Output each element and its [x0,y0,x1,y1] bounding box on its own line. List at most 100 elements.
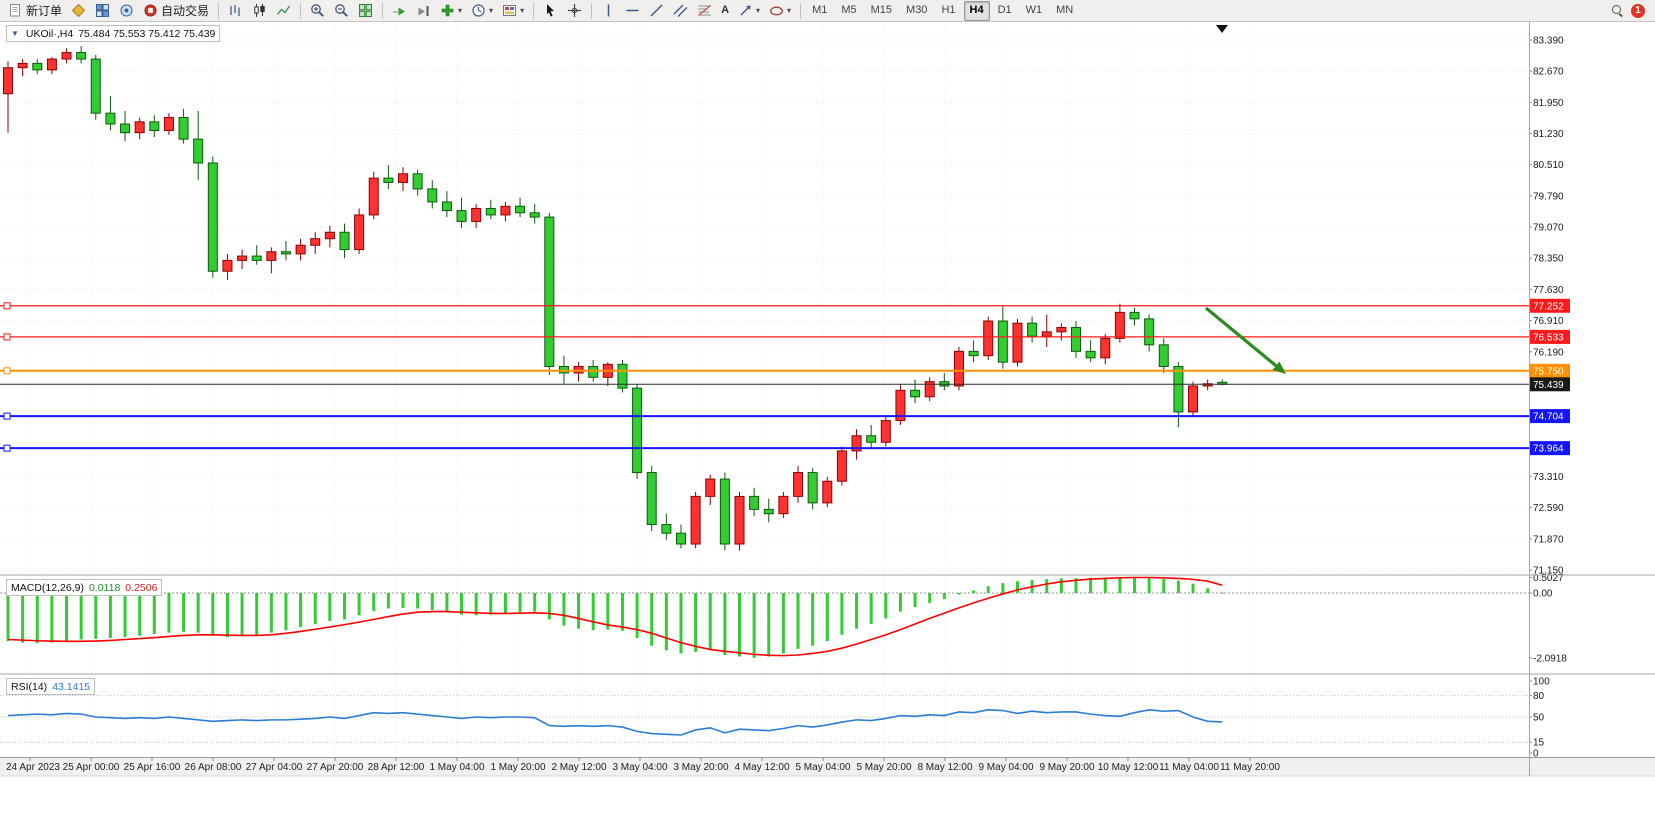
candle-body [544,216,555,367]
templates-button[interactable]: ▾ [498,2,528,20]
macd-histogram-bar [708,593,712,651]
arrows-button[interactable]: ▾ [734,2,764,20]
time-axis-label: 25 Apr 16:00 [124,762,181,773]
timeframe-group: M1 M5 M15 M30 H1 H4 D1 W1 MN [806,0,1079,21]
shapes-button[interactable]: ▾ [765,2,795,20]
trendline-icon [650,4,663,17]
macd-signal-value: 0.2506 [125,581,158,594]
vline-button[interactable] [597,2,620,20]
chart-canvas[interactable]: 83.390 82.670 81.950 81.230 80.510 79.790 79.0… [0,22,1655,826]
trendline-button[interactable] [645,2,668,20]
line-chart-button[interactable] [272,2,295,20]
candle-body [134,121,145,134]
macd-histogram-bar [869,593,873,624]
candle-body [193,138,204,164]
macd-histogram-bar [884,593,888,619]
time-axis-label: 27 Apr 04:00 [246,762,303,773]
zoom-out-button[interactable] [330,2,353,20]
trend-arrow-head[interactable] [1272,361,1286,374]
channel-button[interactable] [669,2,692,20]
macd-histogram-bar [577,593,581,629]
timeframe-H1[interactable]: H1 [941,3,956,16]
chart-shift-button[interactable] [412,2,435,20]
candle-body [1144,318,1155,346]
candle-body [163,117,174,131]
navigator-button[interactable] [115,2,138,20]
autoscroll-button[interactable] [388,2,411,20]
trend-arrow-object[interactable] [1204,306,1277,367]
candle-body [807,472,818,504]
timeframe-M15[interactable]: M15 [870,3,893,16]
chart-title: ▼ UKOil·,H4 75.484 75.553 75.412 75.439 [6,25,221,42]
chevron-down-icon: ▾ [787,5,792,15]
candle-body [471,207,482,222]
macd-axis-label: 0.5027 [1533,573,1564,584]
fibonacci-icon [698,5,711,16]
autotrading-button[interactable]: 自动交易 [139,2,213,20]
bars-chart-button[interactable] [224,2,247,20]
time-axis-label: 27 Apr 20:00 [307,762,364,773]
candle-body [924,381,935,398]
new-order-button[interactable]: 新订单 [4,2,66,20]
macd-histogram-bar [591,593,595,631]
timeframe-M5[interactable]: M5 [841,3,857,16]
hline-button[interactable] [621,2,644,20]
timeframe-MN[interactable]: MN [1056,3,1074,16]
rsi-name: RSI(14) [11,680,48,693]
time-axis-label: 10 May 12:00 [1098,762,1159,773]
line-anchor[interactable] [3,444,11,452]
fibonacci-button[interactable] [693,2,716,20]
price-axis-label: 72.590 [1533,503,1564,514]
timeframe-M30[interactable]: M30 [906,3,928,16]
candle-body [895,389,906,422]
market-watch-button[interactable] [91,2,114,20]
line-anchor[interactable] [3,412,11,420]
notification-badge[interactable]: 1 [1631,3,1645,18]
timeframe-W1[interactable]: W1 [1025,3,1043,16]
candle-body [1114,311,1125,339]
profiles-button[interactable] [67,2,90,20]
line-anchor[interactable] [3,302,11,310]
time-axis-label: 28 Apr 12:00 [368,762,425,773]
channel-icon [673,4,688,17]
macd-main-value: 0.0118 [88,581,121,594]
timeframe-D1[interactable]: D1 [997,3,1012,16]
candle-body [763,508,774,515]
macd-histogram-bar [562,593,566,626]
chart-shift-marker[interactable] [1216,25,1228,33]
text-button[interactable]: A [717,2,733,20]
autotrading-icon [144,4,157,17]
time-axis-label: 4 May 12:00 [734,762,789,773]
candle-body [529,212,540,218]
chevron-down-icon: ▾ [458,5,463,15]
zoom-in-button[interactable] [306,2,329,20]
macd-histogram-bar [342,593,346,620]
macd-histogram-bar [489,593,493,615]
line-anchor[interactable] [3,333,11,341]
indicators-button[interactable]: ▾ [436,2,466,20]
candle-body [1158,344,1169,367]
periods-button[interactable]: ▾ [467,2,497,20]
timeframe-H4[interactable]: H4 [963,0,990,21]
price-tag [1530,441,1570,456]
candle-body [1027,322,1038,337]
timeframe-M1[interactable]: M1 [812,3,828,16]
candle-body [793,472,804,497]
tile-windows-button[interactable] [354,2,377,20]
line-anchor[interactable] [3,367,11,375]
cursor-button[interactable] [539,2,562,20]
macd-histogram-bar [1162,579,1166,593]
search-button[interactable] [1607,2,1628,20]
macd-histogram-bar [416,593,420,609]
price-tag-label: 75.750 [1533,366,1564,377]
crosshair-button[interactable] [563,2,586,20]
price-tag [1530,329,1570,344]
collapse-ohlc-icon[interactable]: ▼ [11,28,19,38]
time-axis-label: 9 May 04:00 [978,762,1033,773]
indicators-icon [441,4,454,17]
chevron-down-icon: ▾ [489,5,494,15]
vline-icon [607,4,610,17]
candles-chart-button[interactable] [248,2,271,20]
price-axis-label: 77.630 [1533,285,1564,296]
price-axis-label: 82.670 [1533,67,1564,78]
